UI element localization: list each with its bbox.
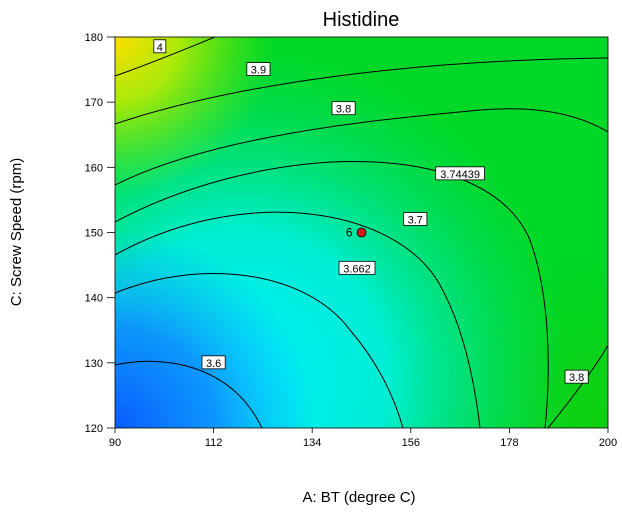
x-tick-label: 200 xyxy=(599,437,617,449)
contour-label: 3.9 xyxy=(247,63,270,77)
chart-title: Histidine xyxy=(323,9,400,31)
contour-label: 3.8 xyxy=(565,370,588,384)
contour-label: 3.8 xyxy=(332,102,355,116)
y-tick-label: 150 xyxy=(85,228,103,240)
y-tick-label: 160 xyxy=(85,162,103,174)
contour-label-text: 3.7 xyxy=(408,214,423,226)
x-tick-label: 90 xyxy=(109,437,121,449)
y-tick-label: 140 xyxy=(85,293,103,305)
design-point-label: 6 xyxy=(346,226,353,240)
x-tick-label: 156 xyxy=(402,437,420,449)
contour-label: 3.6 xyxy=(202,356,225,370)
contour-label-text: 4 xyxy=(157,42,163,54)
contour-label: 3.7 xyxy=(404,212,427,226)
contour-label: 3.662 xyxy=(339,261,375,275)
contour-label-text: 3.74439 xyxy=(440,169,480,181)
x-axis: 90 112 134 156 178 200 xyxy=(109,428,617,449)
design-point-marker xyxy=(357,228,366,237)
contour-label: 4 xyxy=(154,40,166,54)
contour-label-text: 3.6 xyxy=(206,358,221,370)
y-axis: 120 130 140 150 160 170 180 xyxy=(85,32,115,435)
x-tick-label: 112 xyxy=(205,437,223,449)
contour-label: 3.74439 xyxy=(436,167,485,181)
y-tick-label: 180 xyxy=(85,32,103,44)
contour-label-text: 3.662 xyxy=(343,263,371,275)
x-tick-label: 178 xyxy=(500,437,518,449)
contour-label-text: 3.8 xyxy=(336,104,351,116)
contour-label-text: 3.8 xyxy=(569,372,584,384)
y-tick-label: 120 xyxy=(85,423,103,435)
y-tick-label: 170 xyxy=(85,97,103,109)
x-axis-label: A: BT (degree C) xyxy=(302,489,415,506)
contour-label-text: 3.9 xyxy=(251,65,266,77)
y-axis-label: C: Screw Speed (rpm) xyxy=(8,158,25,306)
y-tick-label: 130 xyxy=(85,358,103,370)
x-tick-label: 134 xyxy=(303,437,321,449)
